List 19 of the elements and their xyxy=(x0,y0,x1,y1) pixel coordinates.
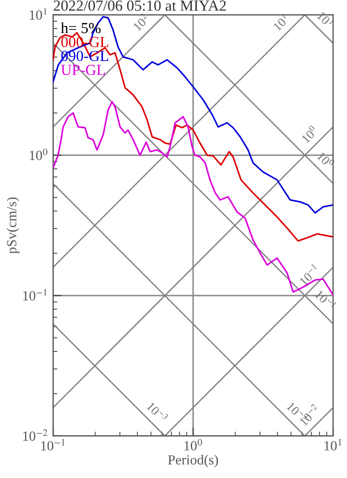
x-tick-label: 10$^{−1}$ xyxy=(41,438,65,451)
x-axis-title: Period(s) xyxy=(168,454,218,468)
y-tick-label: 10$^{0}$ xyxy=(30,148,48,160)
x-tick-label: 10$^{0}$ xyxy=(184,438,202,451)
text: 10$^{0}$ xyxy=(316,150,336,169)
text: 10$^{−1}$ xyxy=(298,264,320,286)
text: 10$^{0}$ xyxy=(300,124,318,144)
text: 10$^{−3}$ xyxy=(146,400,169,423)
text: 10$^{−1}$ xyxy=(314,288,337,311)
y-tick-label: 10$^{−2}$ xyxy=(23,429,48,441)
text: 10$^{1}$ xyxy=(272,13,290,32)
chart-title: 2022/07/06 05:10 at MIYA2 xyxy=(54,0,226,11)
text: 10$^{1}$ xyxy=(316,10,335,28)
y-tick-label: 10$^{−1}$ xyxy=(23,288,47,300)
y-tick-label: 10$^{1}$ xyxy=(30,8,47,20)
series-label: UP-GL xyxy=(61,64,105,76)
x-tick-label: 10$^{1}$ xyxy=(324,438,342,451)
text: 10$^{2}$ xyxy=(132,12,150,32)
y-axis-title: pSv(cm/s) xyxy=(6,197,20,254)
